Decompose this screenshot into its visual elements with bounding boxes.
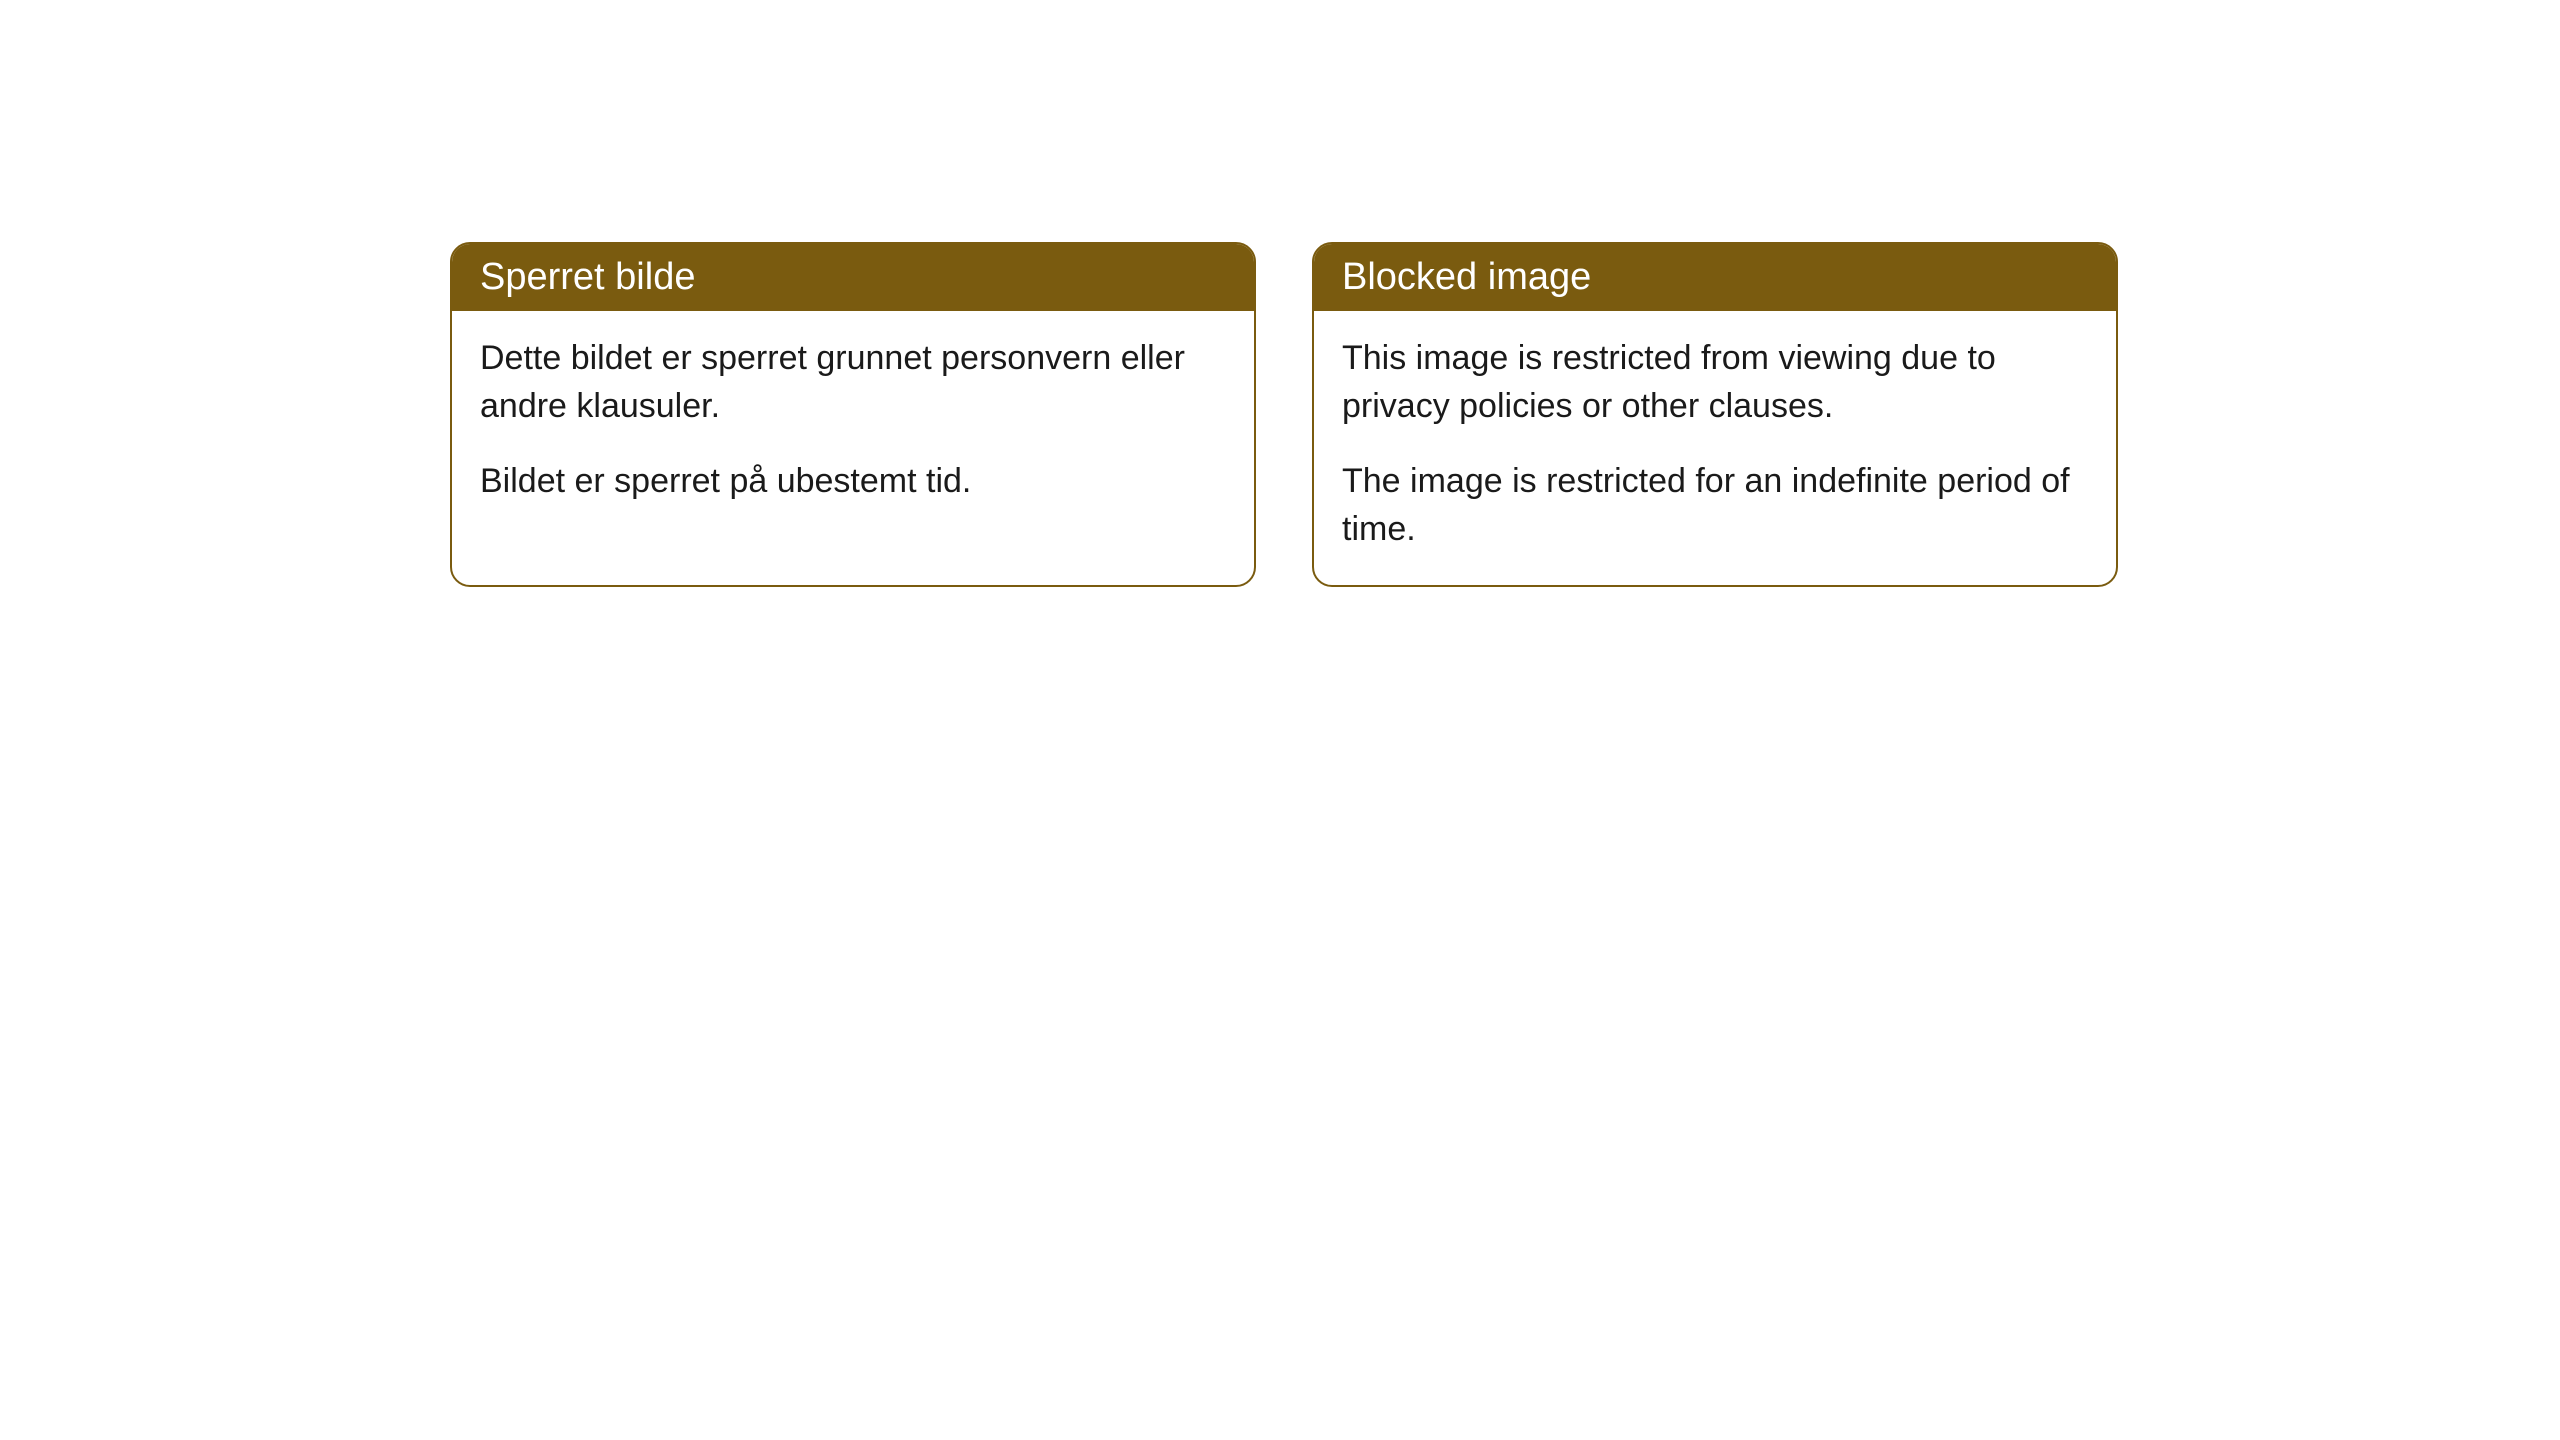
notice-card-english: Blocked image This image is restricted f… bbox=[1312, 242, 2118, 587]
notice-paragraph: This image is restricted from viewing du… bbox=[1342, 335, 2088, 430]
notice-body-english: This image is restricted from viewing du… bbox=[1314, 311, 2116, 585]
notice-paragraph: Dette bildet er sperret grunnet personve… bbox=[480, 335, 1226, 430]
notice-header-norwegian: Sperret bilde bbox=[452, 244, 1254, 311]
notice-card-norwegian: Sperret bilde Dette bildet er sperret gr… bbox=[450, 242, 1256, 587]
notice-body-norwegian: Dette bildet er sperret grunnet personve… bbox=[452, 311, 1254, 538]
notice-container: Sperret bilde Dette bildet er sperret gr… bbox=[0, 0, 2560, 587]
notice-paragraph: Bildet er sperret på ubestemt tid. bbox=[480, 458, 1226, 506]
notice-paragraph: The image is restricted for an indefinit… bbox=[1342, 458, 2088, 553]
notice-header-english: Blocked image bbox=[1314, 244, 2116, 311]
